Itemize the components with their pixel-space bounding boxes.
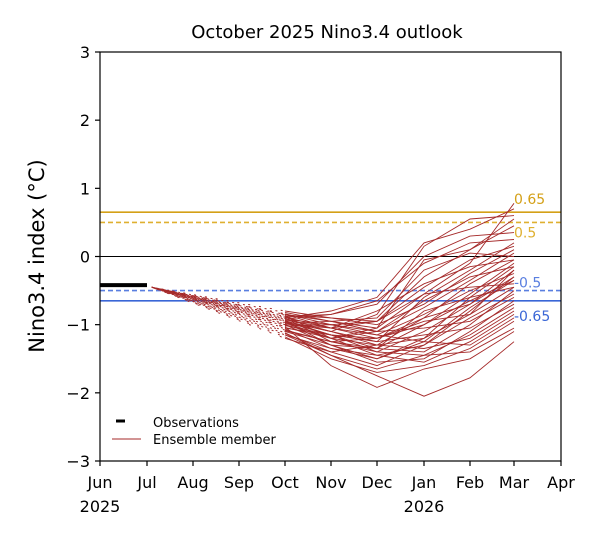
y-tick-label: 2 — [80, 111, 90, 130]
spinup-line — [151, 286, 286, 332]
spinup-line — [151, 286, 286, 318]
ensemble-member-line — [284, 215, 515, 332]
threshold-labels: 0.65 0.5 -0.5 -0.65 — [514, 192, 550, 325]
ensemble-member-line — [284, 252, 515, 324]
ensemble-member-line — [284, 300, 515, 363]
ensemble-member-line — [284, 316, 515, 346]
ensemble-member-line — [284, 252, 515, 332]
ensemble-member-line — [284, 239, 515, 320]
spinup-line — [151, 286, 286, 331]
ensemble-member-line — [284, 326, 515, 388]
threshold-label: 0.5 — [514, 225, 536, 241]
y-tick-label: −1 — [66, 316, 90, 335]
x-tick-year-label: 2026 — [404, 497, 445, 516]
ensemble-member-line — [284, 310, 515, 349]
spinup-line — [151, 286, 286, 328]
y-tick-label: −3 — [66, 452, 90, 471]
ensemble-member-line — [284, 262, 515, 349]
ensemble-member-line — [284, 320, 515, 356]
legend-ensemble-label: Ensemble member — [153, 433, 276, 448]
ensemble-member-line — [284, 259, 515, 329]
ensemble-member-line — [284, 276, 515, 353]
spinup-line — [151, 286, 286, 322]
threshold-label: 0.65 — [514, 192, 545, 208]
ensemble-member-line — [284, 245, 515, 326]
axes: 3 2 1 0 −1 −2 −3 Jun 2025 Jul Aug Sep Oct Nov Dec Jan 20… — [66, 43, 575, 516]
x-tick-label: Jul — [136, 473, 156, 492]
threshold-label: -0.5 — [514, 276, 541, 292]
ensemble-member-line — [284, 293, 515, 367]
x-tick-label: Mar — [499, 473, 530, 492]
ensemble-member-line — [284, 269, 515, 353]
ensemble-member-line — [284, 218, 515, 322]
spinup-line — [151, 286, 286, 336]
spinup-line — [151, 286, 286, 323]
y-tick-label: 1 — [80, 179, 90, 198]
ensemble-member-line — [284, 266, 515, 339]
spinup-line — [151, 286, 286, 324]
x-tick-label: Oct — [271, 473, 299, 492]
chart-title: October 2025 Nino3.4 outlook — [191, 22, 463, 43]
spinup-line — [151, 286, 286, 334]
x-tick-year-label: 2025 — [80, 497, 121, 516]
legend-observations-label: Observations — [153, 416, 239, 431]
ensemble-member-line — [284, 320, 515, 373]
x-tick-label: Dec — [362, 473, 393, 492]
ensemble-member-line — [284, 286, 515, 349]
ensemble-lines — [284, 203, 515, 397]
threshold-lines — [100, 211, 561, 302]
ensemble-member-line — [284, 334, 515, 397]
ensemble-member-line — [284, 269, 515, 360]
spinup-lines — [151, 286, 286, 339]
x-tick-label: Jun — [87, 473, 113, 492]
spinup-line — [151, 286, 286, 315]
spinup-line — [151, 286, 286, 316]
ensemble-member-line — [284, 249, 515, 326]
y-tick-label: −2 — [66, 384, 90, 403]
spinup-line — [151, 286, 286, 326]
ensemble-member-line — [284, 259, 515, 339]
x-tick-label: Feb — [456, 473, 484, 492]
spinup-line — [151, 286, 286, 322]
x-tick-label: Apr — [547, 473, 575, 492]
y-tick-label: 3 — [80, 43, 90, 62]
x-tick-label: Jan — [411, 473, 437, 492]
ensemble-member-line — [284, 273, 515, 336]
ensemble-member-line — [284, 208, 515, 319]
threshold-label: -0.65 — [514, 309, 550, 325]
y-tick-label: 0 — [80, 248, 90, 267]
spinup-line — [151, 286, 286, 325]
legend: Observations Ensemble member — [112, 416, 276, 448]
y-axis-label: Nino3.4 index (°C) — [25, 159, 49, 352]
spinup-line — [151, 286, 286, 339]
x-tick-label: Nov — [315, 473, 346, 492]
x-tick-label: Aug — [177, 473, 208, 492]
spinup-line — [151, 286, 286, 336]
spinup-line — [151, 286, 286, 330]
spinup-line — [151, 286, 286, 326]
x-tick-label: Sep — [224, 473, 254, 492]
ensemble-member-line — [284, 314, 515, 363]
